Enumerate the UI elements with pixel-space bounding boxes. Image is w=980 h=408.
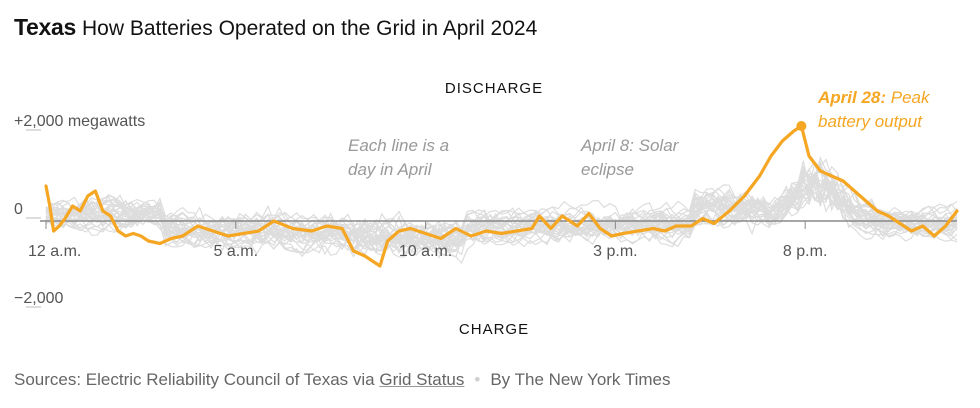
- chart-subtitle: How Batteries Operated on the Grid in Ap…: [82, 17, 538, 40]
- x-tick-label: 8 p.m.: [783, 243, 827, 260]
- grid-status-link[interactable]: Grid Status: [379, 370, 465, 389]
- byline: By The New York Times: [490, 370, 671, 389]
- background-day-line: [45, 163, 958, 255]
- x-tick-label: 5 a.m.: [214, 243, 258, 260]
- background-day-line: [45, 159, 958, 248]
- annotation-eclipse: April 8: Solar eclipse: [580, 136, 680, 179]
- annotation-each-line: Each line is a day in April: [348, 136, 449, 179]
- highlight-series-line-april-28: [44, 124, 959, 268]
- charge-label: CHARGE: [459, 321, 529, 338]
- source-line: Sources: Electric Reliability Council of…: [14, 370, 671, 390]
- discharge-label: DISCHARGE: [445, 80, 543, 97]
- x-tick-label: 12 a.m.: [28, 243, 81, 260]
- background-day-line: [45, 164, 958, 253]
- chart-state-label: Texas: [14, 14, 77, 40]
- annotation-peak: April 28: Peak battery output: [817, 88, 931, 131]
- x-tick-label: 10 a.m.: [399, 243, 452, 260]
- x-tick-label: 3 p.m.: [593, 243, 637, 260]
- background-day-line: [45, 155, 958, 254]
- battery-line-chart: DISCHARGE CHARGE +2,000 megawatts 0 −2,000…: [14, 80, 959, 338]
- chart-title: Texas How Batteries Operated on the Grid …: [14, 14, 537, 41]
- separator-dot: •: [474, 370, 481, 389]
- y-tick-label: −2,000: [14, 290, 63, 307]
- y-tick-label: 0: [14, 201, 23, 218]
- sources-text: Sources: Electric Reliability Council of…: [14, 370, 380, 389]
- peak-marker: [796, 121, 807, 131]
- y-tick-label: +2,000 megawatts: [14, 113, 145, 130]
